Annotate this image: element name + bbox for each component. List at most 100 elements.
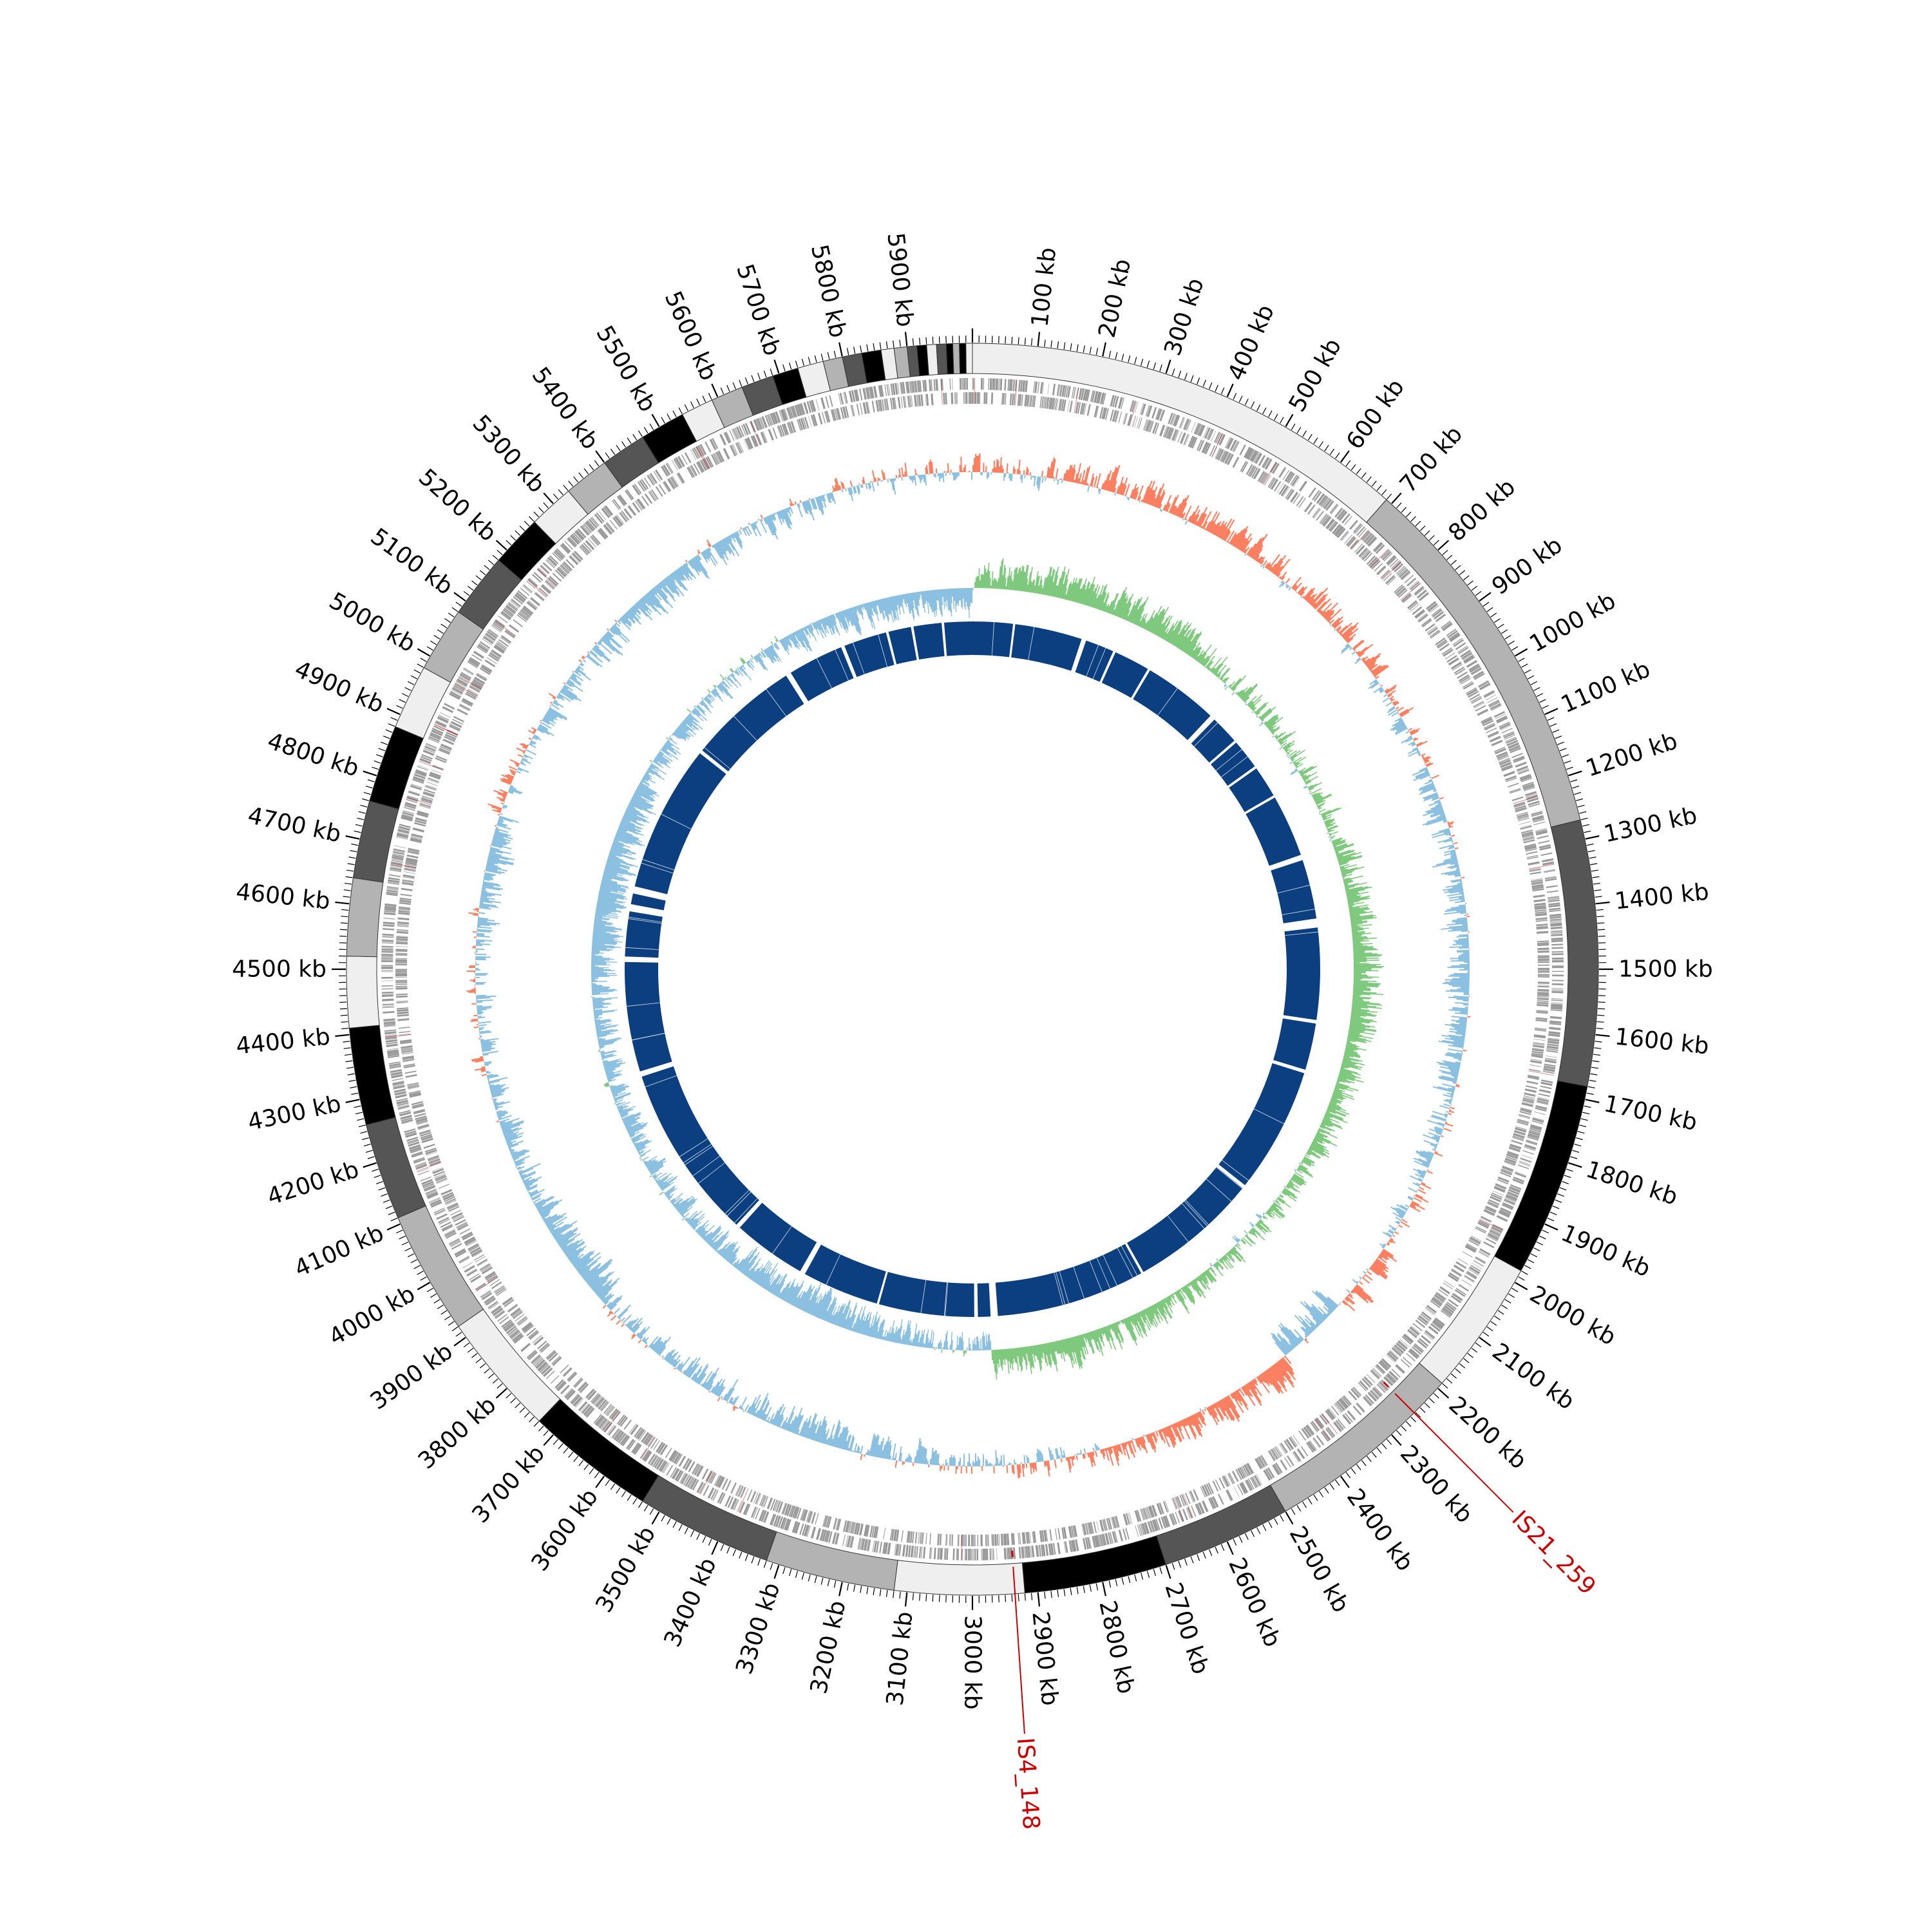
minor-tick [1018, 1594, 1019, 1602]
minor-tick [672, 410, 677, 417]
minor-tick [1595, 896, 1602, 898]
minor-tick [341, 909, 349, 911]
minor-tick [1593, 1054, 1600, 1056]
tick-label: 4600 kb [234, 878, 331, 914]
homology-block [1283, 927, 1320, 1020]
homology-block [1245, 797, 1301, 866]
minor-tick [399, 699, 406, 703]
minor-tick [1593, 882, 1600, 885]
minor-tick [744, 1554, 748, 1561]
minor-tick [437, 629, 444, 634]
minor-tick [568, 480, 574, 487]
gc-skew-below [591, 588, 1332, 1350]
gc-skew-above [591, 558, 1384, 1380]
minor-tick [616, 444, 621, 451]
minor-tick [1536, 693, 1544, 697]
minor-tick [1345, 460, 1351, 467]
minor-tick [1549, 723, 1557, 727]
minor-tick [627, 437, 632, 444]
major-tick [904, 1592, 908, 1607]
minor-tick [770, 368, 773, 376]
minor-tick [396, 1229, 403, 1234]
minor-tick [448, 612, 455, 618]
minor-tick [1274, 1518, 1278, 1525]
minor-tick [1209, 382, 1213, 390]
homology-block [1011, 624, 1082, 671]
major-tick [345, 1099, 360, 1103]
minor-tick [667, 1518, 671, 1525]
minor-tick [1536, 1241, 1544, 1245]
contig-band [952, 343, 961, 374]
minor-tick [1313, 1494, 1318, 1501]
minor-tick [1557, 1193, 1564, 1197]
tick-label: 4500 kb [232, 956, 327, 983]
minor-tick [1238, 395, 1243, 402]
contig-band [766, 1531, 898, 1591]
minor-tick [362, 1137, 370, 1141]
major-tick [543, 1434, 554, 1446]
minor-tick [1463, 575, 1470, 581]
tick-label: 4200 kb [264, 1156, 362, 1210]
minor-tick [363, 1143, 371, 1147]
minor-tick [757, 1558, 761, 1566]
minor-tick [492, 1378, 498, 1384]
minor-tick [1482, 601, 1490, 607]
minor-tick [1063, 342, 1066, 350]
tick-label: 1000 kb [1525, 587, 1620, 658]
minor-tick [1171, 368, 1175, 376]
minor-tick [1490, 612, 1497, 618]
minor-tick [358, 1124, 366, 1128]
minor-tick [638, 430, 643, 437]
minor-tick [690, 1530, 694, 1537]
minor-tick [533, 1421, 539, 1427]
minor-tick [573, 476, 579, 483]
tick-label: 2900 kb [1027, 1610, 1063, 1707]
minor-tick [827, 352, 830, 359]
minor-tick [1539, 699, 1546, 703]
minor-tick [488, 1373, 495, 1379]
minor-tick [1589, 1079, 1596, 1082]
minor-tick [732, 382, 736, 390]
minor-tick [455, 601, 462, 607]
minor-tick [1475, 591, 1482, 596]
minor-tick [1577, 804, 1585, 808]
minor-tick [1555, 1199, 1562, 1203]
minor-tick [1475, 1342, 1482, 1348]
minor-tick [672, 1521, 677, 1528]
major-tick [1226, 383, 1234, 397]
major-tick [773, 1565, 780, 1579]
minor-tick [661, 417, 665, 424]
minor-tick [1057, 1589, 1059, 1597]
gene-track [381, 378, 1564, 1560]
minor-tick [708, 1539, 712, 1546]
minor-tick [1566, 1168, 1573, 1172]
major-tick [363, 1162, 377, 1168]
minor-tick [1335, 1479, 1340, 1486]
minor-tick [1215, 1546, 1218, 1554]
minor-tick [820, 354, 824, 361]
minor-tick [1251, 401, 1255, 408]
tick-label: 3600 kb [527, 1484, 603, 1576]
minor-tick [426, 1287, 433, 1293]
minor-tick [866, 344, 869, 352]
minor-tick [355, 824, 363, 827]
minor-tick [563, 485, 569, 491]
minor-tick [345, 882, 352, 885]
minor-tick [1121, 354, 1124, 361]
minor-tick [1590, 863, 1598, 866]
contig-band [965, 343, 973, 374]
minor-tick [455, 1332, 462, 1337]
minor-tick [1490, 1321, 1497, 1326]
tick-label: 4900 kb [290, 656, 388, 719]
minor-tick [475, 575, 482, 581]
contig-band [346, 877, 384, 958]
homology-block [1271, 860, 1317, 923]
minor-tick [1582, 824, 1590, 827]
minor-tick [1153, 362, 1156, 370]
minor-tick [1190, 375, 1194, 383]
minor-tick [1178, 370, 1182, 378]
minor-tick [879, 1589, 882, 1596]
tick-label: 5500 kb [591, 321, 661, 417]
minor-tick [814, 355, 817, 363]
minor-tick [471, 580, 478, 586]
